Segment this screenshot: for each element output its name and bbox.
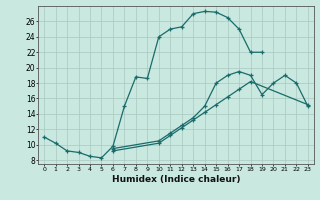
X-axis label: Humidex (Indice chaleur): Humidex (Indice chaleur) [112, 175, 240, 184]
